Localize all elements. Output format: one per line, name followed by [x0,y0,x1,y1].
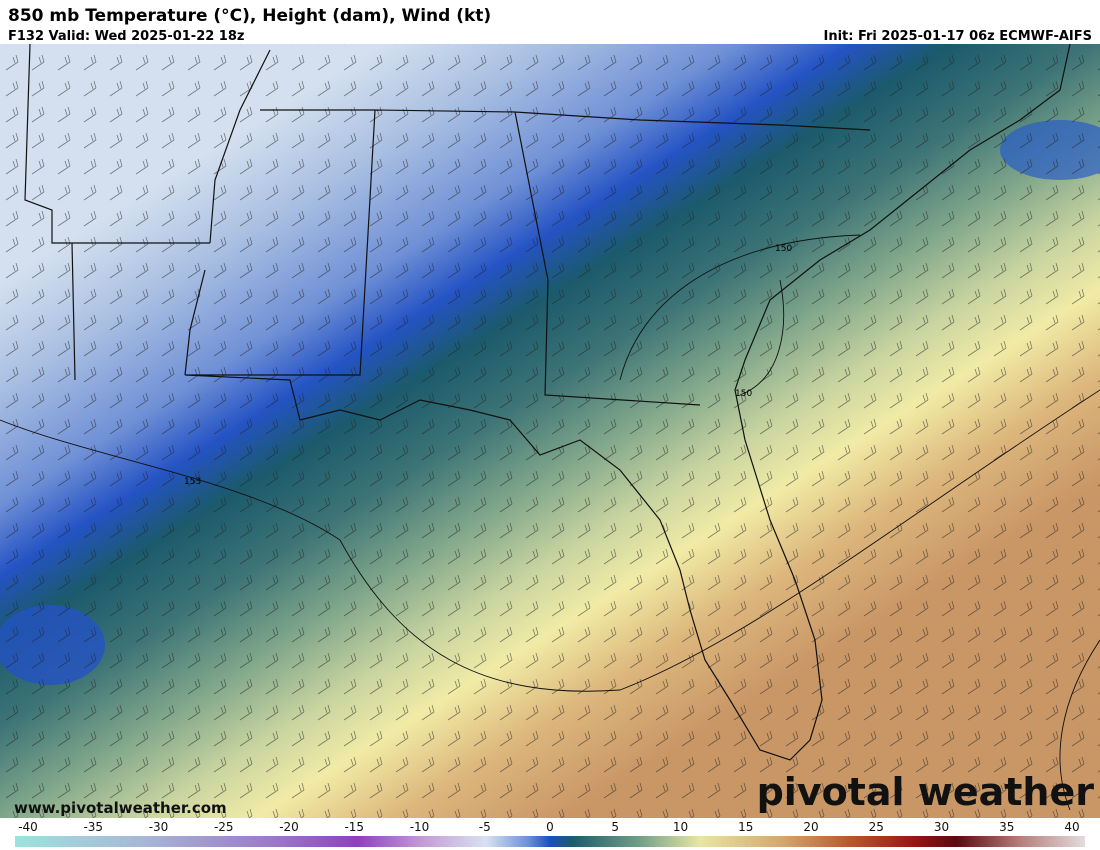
colorbar-label: -5 [479,820,491,834]
colorbar-label: -10 [410,820,430,834]
colorbar-label: 20 [803,820,818,834]
colorbar-label: -25 [214,820,234,834]
contour-label: 150 [775,244,792,254]
colorbar-label: -35 [83,820,103,834]
colorbar-label: 40 [1064,820,1079,834]
colorbar-label: 0 [546,820,554,834]
colorbar-label: 15 [738,820,753,834]
colorbar-label: 5 [611,820,619,834]
colorbar-label: -30 [149,820,169,834]
colorbar-label: 30 [934,820,949,834]
colorbar [15,836,1085,847]
boundaries [24,43,1071,761]
valid-time: F132 Valid: Wed 2025-01-22 18z [8,29,244,44]
colorbar-label: -20 [279,820,299,834]
wind-barbs [0,44,1100,818]
colorbar-label: -15 [344,820,364,834]
contour-label: 150 [735,389,752,399]
height-contours [0,234,1100,811]
colorbar-label: 35 [999,820,1014,834]
init-time: Init: Fri 2025-01-17 06z ECMWF-AIFS [823,29,1092,44]
contour-label: 153 [184,477,201,487]
title: 850 mb Temperature (°C), Height (dam), W… [8,6,491,26]
colorbar-label: 10 [673,820,688,834]
colorbar-label: 25 [869,820,884,834]
colorbar-labels: -40 -35 -30 -25 -20 -15 -10 -5 0 5 10 15 20 25 30 35 40 [18,820,1079,834]
watermark-logo: pivotal weather [757,770,1095,814]
colorbar-label: -40 [18,820,38,834]
watermark-url: www.pivotalweather.com [14,799,227,817]
